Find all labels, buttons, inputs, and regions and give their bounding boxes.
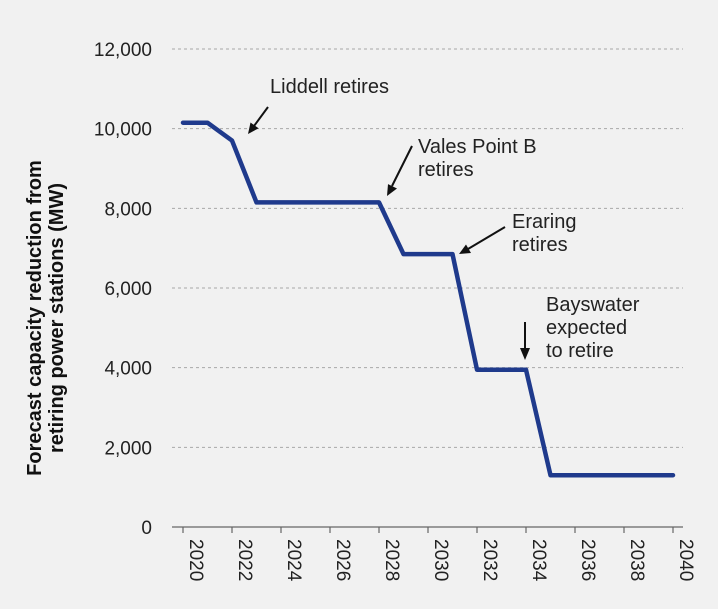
annotation-vales-label-line-2: retires <box>418 159 474 181</box>
annotation-eraring-label-line-1: Eraring <box>512 211 576 233</box>
series-line-0 <box>180 120 676 478</box>
annotation-vales-point-b: Vales Point B retires <box>387 136 537 196</box>
annotation-eraring-arrowhead <box>459 244 471 254</box>
y-tick-label: 0 <box>141 518 152 539</box>
annotation-eraring-arrow-line <box>467 226 506 250</box>
x-tick-label: 2040 <box>675 539 696 581</box>
y-axis-title: Forecast capacity reduction from retirin… <box>24 160 68 476</box>
series-layer <box>180 120 676 478</box>
x-tick-label: 2032 <box>479 539 500 581</box>
x-tick-label: 2026 <box>332 539 353 581</box>
y-axis-title-line-2: retiring power stations (MW) <box>46 183 68 453</box>
annotation-liddell: Liddell retires <box>248 76 389 134</box>
annotation-bayswater-label-line-3: to retire <box>546 340 614 362</box>
y-tick-label: 6,000 <box>104 279 152 300</box>
x-tick-label: 2024 <box>283 539 304 582</box>
annotation-vales-arrow-line <box>391 145 413 187</box>
annotation-bayswater-label-line-2: expected <box>546 317 627 339</box>
x-axis <box>172 526 683 533</box>
annotation-eraring: Eraring retires <box>459 211 576 256</box>
y-axis-tick-labels: 0 2,000 4,000 6,000 8,000 10,000 12,000 <box>94 40 152 539</box>
x-tick-label: 2028 <box>381 539 402 581</box>
x-tick-label: 2038 <box>626 539 647 581</box>
annotation-vales-label-line-1: Vales Point B <box>418 136 537 158</box>
annotation-bayswater: Bayswater expected to retire <box>520 294 640 362</box>
x-tick-label: 2022 <box>234 539 255 581</box>
y-axis-title-line-1: Forecast capacity reduction from <box>24 160 46 476</box>
annotation-bayswater-arrowhead <box>520 348 530 360</box>
y-tick-label: 12,000 <box>94 40 152 61</box>
y-tick-label: 2,000 <box>104 438 152 459</box>
annotation-eraring-label-line-2: retires <box>512 234 568 256</box>
y-tick-label: 10,000 <box>94 120 152 141</box>
annotation-liddell-arrowhead <box>248 122 259 134</box>
annotation-liddell-label: Liddell retires <box>270 76 389 98</box>
y-tick-label: 4,000 <box>104 359 152 380</box>
x-tick-label: 2030 <box>430 539 451 581</box>
x-axis-tick-labels: 2020 2022 2024 2026 2028 2030 2032 2034 2036 2038… <box>185 539 696 582</box>
annotation-vales-arrowhead <box>387 184 397 196</box>
x-tick-label: 2034 <box>528 539 549 582</box>
annotation-liddell-arrow-line <box>253 106 269 127</box>
y-tick-label: 8,000 <box>104 199 152 220</box>
gridlines <box>172 48 683 448</box>
x-tick-label: 2036 <box>577 539 598 581</box>
annotation-bayswater-label-line-1: Bayswater <box>546 294 640 316</box>
x-tick-label: 2020 <box>185 539 206 581</box>
